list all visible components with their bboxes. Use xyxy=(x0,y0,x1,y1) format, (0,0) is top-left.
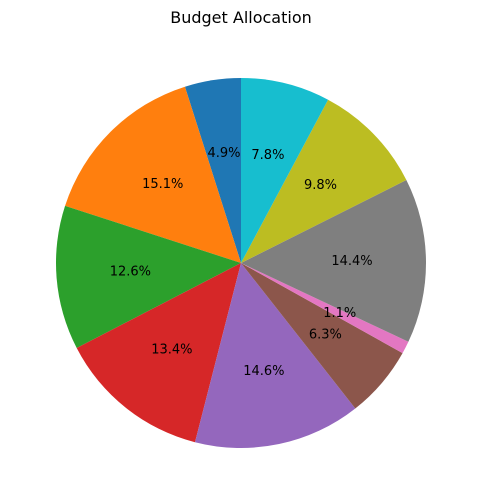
pie-slice-3 xyxy=(76,263,241,443)
pie-slice-label-6: 1.1% xyxy=(323,306,356,321)
pie-slice-label-2: 12.6% xyxy=(110,265,151,280)
pie-slice-5 xyxy=(241,263,403,409)
pie-slices xyxy=(55,78,426,448)
pie-slice-0 xyxy=(184,78,241,263)
pie-slice-label-0: 4.9% xyxy=(207,146,240,161)
chart-title: Budget Allocation xyxy=(170,8,312,27)
pie-slice-label-7: 14.4% xyxy=(331,254,372,269)
pie-slice-9 xyxy=(241,78,329,263)
pie-slice-1 xyxy=(65,86,242,263)
pie-labels: 4.9% 15.1% 12.6% 13.4% 14.6% 6.3% 1.1% 14.4% 9.8… xyxy=(110,146,373,379)
pie-slice-label-8: 9.8% xyxy=(304,178,337,193)
pie-slice-6 xyxy=(241,263,409,354)
pie-slice-label-1: 15.1% xyxy=(142,177,183,192)
pie-slice-2 xyxy=(55,205,241,349)
pie-slice-label-4: 14.6% xyxy=(243,364,284,379)
pie-slice-label-5: 6.3% xyxy=(309,328,342,343)
pie-slice-8 xyxy=(241,99,407,263)
pie-slice-label-9: 7.8% xyxy=(251,148,284,163)
pie-slice-4 xyxy=(194,263,356,448)
pie-slice-7 xyxy=(241,180,426,342)
pie-slice-label-3: 13.4% xyxy=(151,342,192,357)
